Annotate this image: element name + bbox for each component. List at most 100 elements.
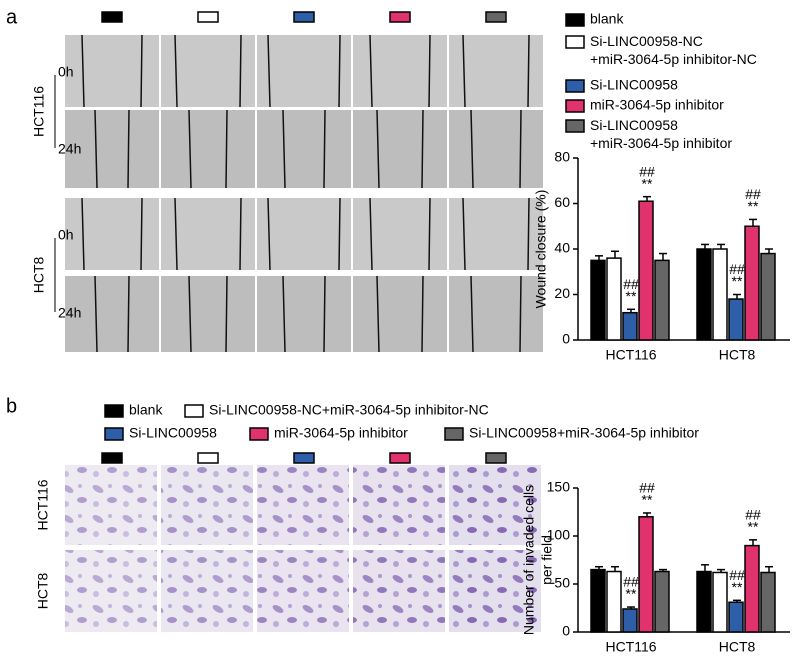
wound-edge xyxy=(338,34,341,108)
bar xyxy=(760,252,776,341)
micrograph xyxy=(65,198,159,270)
y-tick-label: 40 xyxy=(554,240,570,256)
group-swatch xyxy=(485,452,507,464)
wound-edge xyxy=(470,275,474,353)
y-tick-label: 80 xyxy=(554,149,570,165)
time-label: 24h xyxy=(58,305,81,321)
wound-edge xyxy=(267,197,271,271)
row-label: HCT8 xyxy=(35,573,51,610)
legend-swatch xyxy=(565,13,585,27)
wound-edge xyxy=(519,109,522,189)
legend-swatch xyxy=(565,35,585,49)
wound-edge xyxy=(519,275,522,353)
bar xyxy=(654,570,670,633)
micrograph xyxy=(353,35,447,107)
micrograph xyxy=(161,465,253,545)
group-swatch xyxy=(101,452,123,464)
legend-label: blank xyxy=(590,11,624,27)
group-swatch xyxy=(389,452,411,464)
wound-edge xyxy=(140,197,143,271)
y-tick-label: 150 xyxy=(547,479,571,495)
group-swatch xyxy=(101,11,123,23)
wound-edge xyxy=(369,34,373,108)
legend-swatch xyxy=(104,404,124,418)
wound-edge xyxy=(127,275,130,353)
bar xyxy=(712,571,728,633)
bar xyxy=(696,248,712,341)
wound-edge xyxy=(81,34,85,108)
wound-edge xyxy=(81,197,85,271)
legend-label: Si-LINC00958+miR-3064-5p inhibitor xyxy=(590,117,732,151)
y-tick-label: 100 xyxy=(547,527,571,543)
bar xyxy=(654,259,670,341)
y-tick-label: 50 xyxy=(554,575,570,591)
row-label: HCT116 xyxy=(35,479,51,530)
bar xyxy=(760,571,776,633)
micrograph xyxy=(257,465,349,545)
significance-mark: ## xyxy=(639,480,655,496)
legend-label: Si-LINC00958 xyxy=(129,425,217,441)
micrograph xyxy=(65,550,157,632)
legend-swatch xyxy=(565,79,585,93)
micrograph xyxy=(449,465,541,545)
micrograph xyxy=(257,35,351,107)
time-label: 0h xyxy=(58,64,74,80)
micrograph xyxy=(353,198,447,270)
legend-label: Si-LINC00958-NC+miR-3064-5p inhibitor-NC xyxy=(590,33,757,67)
legend-swatch xyxy=(184,404,204,418)
time-label: 0h xyxy=(58,227,74,243)
y-axis-label: Wound closure (%) xyxy=(533,190,549,309)
bar xyxy=(638,516,654,633)
y-tick-label: 0 xyxy=(562,331,570,347)
micrograph xyxy=(161,276,255,352)
wound-edge xyxy=(338,197,341,271)
wound-edge xyxy=(225,109,228,189)
wound-edge xyxy=(323,109,326,189)
row-label: HCT8 xyxy=(31,257,47,294)
micrograph xyxy=(449,276,543,352)
micrograph xyxy=(161,550,253,632)
y-tick-label: 0 xyxy=(562,623,570,639)
significance-mark: ** xyxy=(748,198,759,214)
group-swatch xyxy=(197,452,219,464)
legend-swatch xyxy=(249,427,269,441)
significance-mark: ## xyxy=(623,276,639,292)
legend-label: Si-LINC00958-NC+miR-3064-5p inhibitor-NC xyxy=(209,402,489,418)
wound-edge xyxy=(428,197,431,271)
wound-edge xyxy=(239,197,242,271)
wound-edge xyxy=(470,109,474,189)
wound-edge xyxy=(188,275,192,353)
row-label: HCT116 xyxy=(31,86,47,137)
y-tick-label: 20 xyxy=(554,285,570,301)
wound-edge xyxy=(323,275,326,353)
micrograph xyxy=(65,35,159,107)
bar xyxy=(728,601,744,633)
wound-edge xyxy=(140,34,143,108)
wound-edge xyxy=(421,275,424,353)
bar xyxy=(590,259,606,341)
wound-edge xyxy=(428,34,431,108)
wound-edge xyxy=(239,34,242,108)
significance-mark: ** xyxy=(642,175,653,191)
significance-mark: ## xyxy=(729,261,745,277)
legend-label: Si-LINC00958 xyxy=(590,77,678,93)
x-tick-label: HCT8 xyxy=(719,347,756,363)
legend-swatch xyxy=(104,427,124,441)
y-axis-label: Number of invaded cells xyxy=(521,485,537,635)
group-swatch xyxy=(293,452,315,464)
legend-label: miR-3064-5p inhibitor xyxy=(590,97,724,113)
group-swatch xyxy=(293,11,315,23)
y-tick-label: 60 xyxy=(554,194,570,210)
legend-label: miR-3064-5p inhibitor xyxy=(274,425,408,441)
micrograph xyxy=(257,110,351,188)
time-label: 24h xyxy=(58,141,81,157)
bar xyxy=(728,298,744,341)
significance-mark: ## xyxy=(623,574,639,590)
wound-edge xyxy=(376,275,380,353)
micrograph xyxy=(161,110,255,188)
significance-mark: ** xyxy=(732,273,743,289)
x-tick-label: HCT8 xyxy=(719,639,756,655)
wound-edge xyxy=(174,34,178,108)
legend-label: blank xyxy=(129,402,163,418)
